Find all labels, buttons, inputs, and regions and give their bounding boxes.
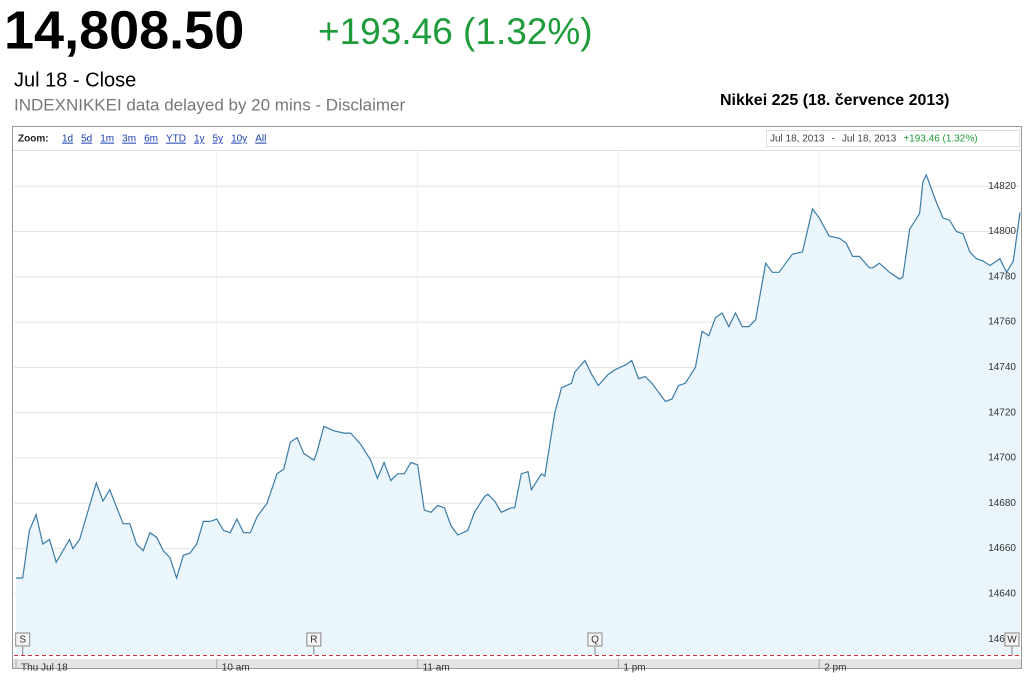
y-tick-label: 14640 [988, 588, 1016, 599]
y-tick-label: 14680 [988, 498, 1016, 509]
x-tick-label: 11 am [423, 663, 450, 674]
y-tick-label: 14660 [988, 543, 1016, 554]
price-line [16, 173, 1021, 581]
y-tick-label: 14740 [988, 362, 1016, 373]
flag-box [15, 632, 31, 647]
range-box [766, 130, 1020, 147]
range-range-sep: - [832, 134, 835, 145]
x-tick-label: 1 pm [623, 663, 645, 674]
flag-label: Q [591, 635, 599, 646]
flag-label: S [19, 635, 26, 646]
zoom-option[interactable]: 6m [144, 134, 158, 145]
zoom-option[interactable]: 5y [213, 134, 224, 145]
y-tick-label: 14780 [988, 271, 1016, 282]
flag-box [587, 632, 603, 647]
zoom-option[interactable]: All [255, 134, 266, 145]
y-tick-label: 14820 [988, 181, 1016, 192]
range-range-change: +193.46 (1.32%) [903, 134, 977, 145]
y-tick-label: 14720 [988, 407, 1016, 418]
area [16, 174, 1020, 655]
close-label: Jul 18 - Close [14, 69, 136, 91]
zoom-option[interactable]: 1d [62, 134, 73, 145]
flag-label: R [310, 635, 317, 646]
x-tick-label: 10 am [222, 663, 250, 674]
zoom-option[interactable]: 1m [100, 134, 114, 145]
flag-label: W [1007, 635, 1017, 646]
price: 14,808.50 [4, 0, 244, 60]
y-tick-label: 14700 [988, 453, 1016, 464]
range-range-end: Jul 18, 2013 [842, 134, 897, 145]
zoom-option[interactable]: YTD [166, 134, 186, 145]
zoom-label: Zoom: [18, 134, 49, 145]
flag-box [1004, 632, 1020, 647]
y-tick-label: 14620 [988, 634, 1016, 645]
y-tick-label: 14800 [988, 226, 1016, 237]
price-change: +193.46 (1.32%) [318, 11, 593, 52]
x-axis-bar [13, 659, 1021, 668]
caption: Nikkei 225 (18. července 2013) [720, 92, 950, 109]
zoom-option[interactable]: 5d [81, 134, 92, 145]
zoom-option[interactable]: 1y [194, 134, 205, 145]
delay-note: INDEXNIKKEI data delayed by 20 mins - Di… [14, 95, 405, 114]
flag-box [306, 632, 322, 647]
y-tick-label: 14760 [988, 317, 1016, 328]
range-range-start: Jul 18, 2013 [770, 134, 825, 145]
x-tick-label: Thu Jul 18 [21, 663, 68, 674]
x-tick-label: 2 pm [824, 663, 846, 674]
zoom-option[interactable]: 10y [231, 134, 247, 145]
zoom-option[interactable]: 3m [122, 134, 136, 145]
